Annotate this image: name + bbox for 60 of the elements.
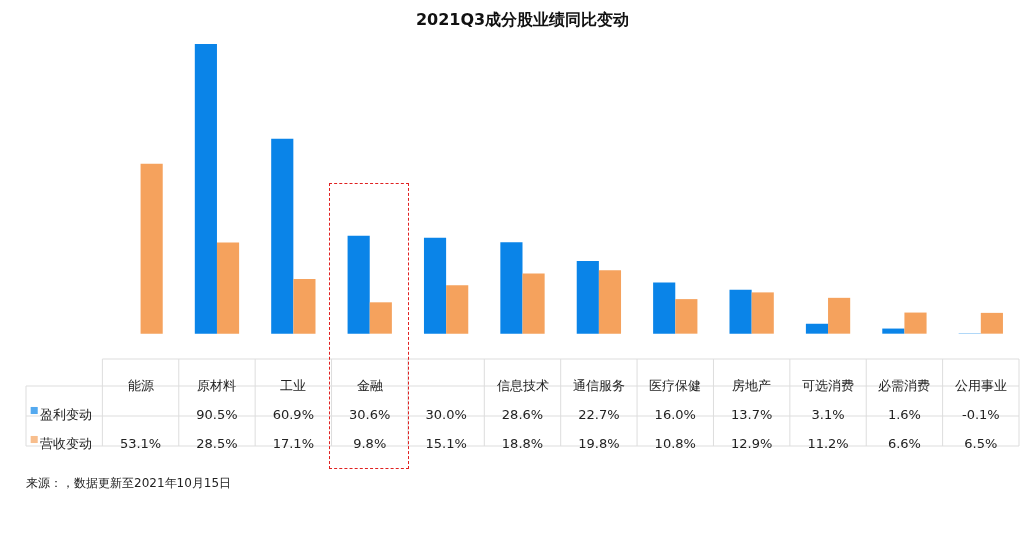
bar	[423, 237, 447, 334]
bar	[216, 242, 240, 334]
data-label: 11.2%	[807, 435, 849, 451]
data-label: 17.1%	[272, 435, 314, 451]
chart-title: 2021Q3成分股业绩同比变动	[415, 10, 630, 29]
bar	[293, 278, 316, 334]
data-label: 12.9%	[731, 435, 773, 451]
data-label: -0.1%	[961, 406, 1000, 422]
bar	[805, 323, 829, 334]
bar	[729, 289, 752, 334]
bar	[347, 235, 370, 334]
data-label: 10.8%	[654, 435, 696, 451]
data-label: 53.1%	[119, 435, 162, 451]
data-label: 6.6%	[887, 435, 921, 451]
data-label: 18.8%	[501, 435, 544, 451]
data-label: 30.0%	[425, 406, 467, 422]
data-label: 28.5%	[196, 435, 238, 451]
x-tick-label: 必需消费	[878, 377, 931, 393]
x-tick-label: 公用事业	[954, 377, 1007, 393]
bar	[882, 328, 905, 334]
data-label: 19.8%	[578, 435, 620, 451]
bar	[980, 312, 1003, 334]
data-label: 6.5%	[964, 435, 998, 451]
bar	[904, 312, 927, 334]
bar	[522, 273, 545, 334]
bar	[751, 292, 774, 334]
x-tick-label: 金融	[356, 377, 383, 393]
bar	[500, 242, 523, 334]
bar	[675, 299, 698, 334]
legend-label: 盈利变动	[40, 406, 93, 422]
data-label: 60.9%	[272, 406, 314, 422]
bar	[828, 297, 851, 334]
bar	[271, 138, 294, 334]
data-label: 13.7%	[731, 406, 773, 422]
x-tick-label: 工业	[280, 377, 307, 393]
bar	[576, 261, 599, 334]
bar	[140, 163, 163, 334]
x-tick-label: 原材料	[197, 377, 237, 393]
bar	[653, 282, 676, 334]
data-label: 28.6%	[501, 406, 544, 422]
x-tick-label: 信息技术	[496, 377, 549, 393]
data-label: 15.1%	[425, 435, 467, 451]
source-note: 来源：，数据更新至2021年10月15日	[26, 476, 232, 490]
x-tick-label: 通信服务	[572, 377, 625, 393]
bar	[446, 285, 469, 334]
data-label: 22.7%	[578, 406, 620, 422]
data-label: 9.8%	[353, 435, 387, 451]
legend-label: 营收变动	[40, 435, 93, 451]
data-label: 3.1%	[811, 406, 845, 422]
bar	[194, 44, 217, 334]
data-label: 16.0%	[654, 406, 696, 422]
x-tick-label: 能源	[127, 377, 154, 393]
data-label: 90.5%	[196, 406, 238, 422]
bar	[369, 302, 392, 334]
x-tick-label: 医疗保健	[649, 377, 702, 393]
bar	[598, 270, 622, 334]
x-tick-label: 可选消费	[802, 377, 855, 393]
data-label: 1.6%	[887, 406, 921, 422]
x-tick-label: 房地产	[732, 377, 772, 393]
data-label: 30.6%	[349, 406, 391, 422]
